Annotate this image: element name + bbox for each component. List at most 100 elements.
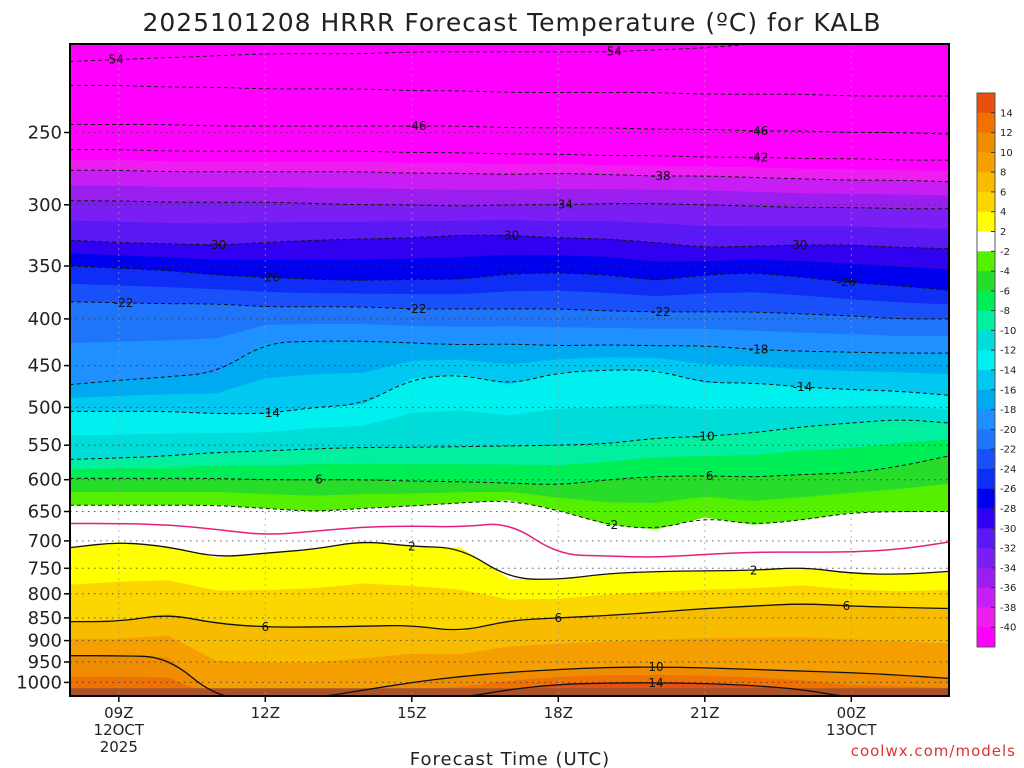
y-tick-label: 350 [28, 256, 62, 277]
x-tick-label: 21Z [690, 704, 719, 722]
colorbar-swatch [977, 468, 995, 490]
x-tick-label: 15Z [397, 704, 426, 722]
y-tick-label: 550 [28, 435, 62, 456]
freezing-line [70, 522, 949, 558]
contour-label: -14 [793, 380, 813, 394]
isotherm-10 [70, 655, 949, 696]
contour-labels: -54-54-46 -46-42-38-34-30-30-30-26 -26-22-… [104, 45, 857, 690]
colorbar-swatch [977, 488, 995, 509]
colorbar-swatch [977, 389, 995, 411]
surface-band [70, 688, 949, 696]
colorbar-swatch [977, 132, 995, 153]
colorbar-swatch [977, 172, 995, 193]
y-tick-label: 850 [28, 608, 62, 629]
isotherm--38 [70, 169, 949, 183]
x-tick-label: 00Z [837, 704, 866, 722]
x-tick-label: 09Z [104, 704, 133, 722]
colorbar-label: -10 [1000, 326, 1016, 337]
colorbar-label: -34 [1000, 563, 1016, 574]
isotherm--54 [70, 44, 754, 62]
y-tick-label: 300 [28, 195, 62, 216]
y-tick-label: 750 [28, 558, 62, 579]
contour-label: -22 [651, 305, 671, 319]
pressure-axis: 2503003504004505005506006507007508008509… [16, 123, 70, 693]
colorbar-swatch [977, 548, 995, 569]
isotherm--30 [70, 234, 949, 250]
colorbar-label: 4 [1000, 207, 1006, 218]
colorbar-swatch [977, 409, 995, 430]
contour-label: -26 [837, 275, 857, 289]
colorbar-label: -20 [1000, 425, 1016, 436]
contour-label: -14 [260, 406, 280, 420]
isotherm--34 [70, 200, 949, 210]
x-tick-label: 18Z [544, 704, 573, 722]
x-tick-label: 12OCT [94, 721, 145, 739]
colorbar-label: 6 [1000, 187, 1006, 198]
colorbar-swatch [977, 587, 995, 608]
isotherm-14 [462, 682, 850, 696]
credit-text: coolwx.com/models [851, 742, 1016, 760]
colorbar-swatch [977, 528, 995, 549]
isotherm-contours [70, 44, 949, 696]
x-tick-label: 2025 [100, 738, 138, 756]
contour-label: -30 [500, 228, 520, 242]
colorbar-label: -8 [1000, 306, 1010, 317]
isotherm--6 [70, 455, 949, 485]
colorbar-label: -28 [1000, 504, 1016, 515]
y-tick-label: 400 [28, 309, 62, 330]
contour-label: 6 [706, 469, 714, 483]
contour-label: 10 [648, 660, 663, 674]
y-tick-label: 650 [28, 502, 62, 523]
y-tick-label: 950 [28, 652, 62, 673]
chart-title: 2025101208 HRRR Forecast Temperature (ºC… [142, 8, 881, 37]
contour-label: -46 [749, 124, 769, 138]
colorbar-swatch [977, 429, 995, 450]
colorbar-label: -26 [1000, 484, 1016, 495]
contour-label: 6 [261, 620, 269, 634]
isotherm-6 [70, 603, 949, 631]
colorbar-label: -22 [1000, 445, 1016, 456]
colorbar-swatch [977, 251, 995, 272]
contour-label: -26 [260, 270, 280, 284]
contour-label: 2 [750, 563, 758, 577]
colorbar-swatch [977, 231, 995, 252]
colorbar-label: -18 [1000, 405, 1016, 416]
contour-label: -30 [207, 238, 227, 252]
isotherm--10 [70, 419, 949, 460]
isotherm-2 [70, 541, 949, 580]
isotherm--18 [70, 340, 949, 386]
colorbar-swatch [977, 607, 995, 628]
y-tick-label: 900 [28, 631, 62, 652]
isotherm--42 [70, 149, 949, 161]
y-tick-label: 500 [28, 397, 62, 418]
temperature-fill-layers [70, 44, 949, 696]
colorbar-label: -4 [1000, 267, 1010, 278]
colorbar-swatch [977, 93, 995, 114]
x-axis-title: Forecast Time (UTC) [410, 749, 610, 768]
contour-label: -38 [651, 169, 671, 183]
colorbar-swatch [977, 112, 995, 134]
colorbar-swatch [977, 290, 995, 312]
y-tick-label: 600 [28, 470, 62, 491]
colorbar-label: -40 [1000, 623, 1016, 634]
colorbar-swatch [977, 350, 995, 371]
isotherm--2 [70, 500, 949, 529]
colorbar-label: -36 [1000, 583, 1016, 594]
contour-label: -22 [407, 302, 427, 316]
colorbar-label: -32 [1000, 544, 1016, 555]
colorbar-label: -14 [1000, 366, 1016, 377]
colorbar-label: -38 [1000, 603, 1016, 614]
colorbar-swatch [977, 627, 995, 648]
colorbar-label: 8 [1000, 168, 1006, 179]
x-tick-label: 12Z [251, 704, 280, 722]
contour-label: -46 [407, 119, 427, 133]
colorbar-swatch [977, 152, 995, 173]
colorbar-label: 10 [1000, 148, 1013, 159]
colorbar: 14 12 10 8 6 4 2 -2 -4 -6 -8 -10 -12 -14 -16 -18 -20 -22 -… [976, 92, 1016, 648]
isotherm--46 [70, 124, 949, 135]
y-tick-label: 700 [28, 531, 62, 552]
y-tick-label: 800 [28, 584, 62, 605]
colorbar-swatch [977, 211, 995, 232]
